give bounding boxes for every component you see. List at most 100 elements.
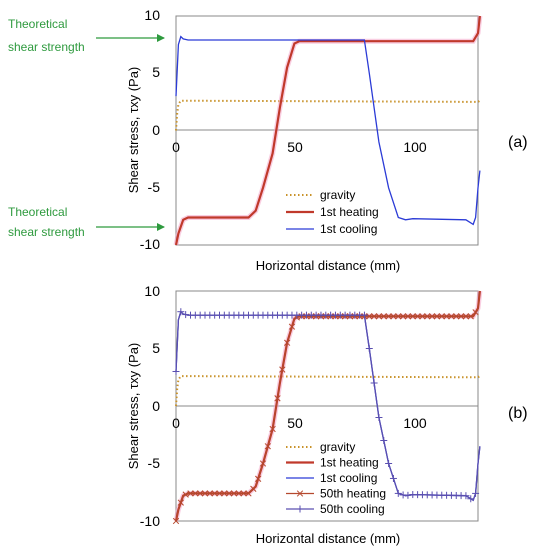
series-50th-heating-marker bbox=[428, 313, 436, 320]
series-50th-heating-marker bbox=[443, 313, 450, 320]
series-50th-heating-marker bbox=[274, 395, 281, 402]
y-tick-label: 0 bbox=[152, 398, 160, 414]
series-50th-heating-marker bbox=[245, 490, 252, 497]
series-50th-heating-marker bbox=[240, 490, 247, 497]
series-50th-heating-marker bbox=[448, 313, 455, 320]
series-50th-heating-marker bbox=[279, 366, 286, 373]
series-50th-heating-marker bbox=[457, 313, 465, 320]
y-tick-label: -5 bbox=[148, 455, 161, 471]
annotation-top: Theoretical shear strength bbox=[8, 17, 165, 54]
series-50th-cooling-marker bbox=[462, 492, 470, 500]
series-50th-heating-marker bbox=[472, 309, 479, 316]
annotation-line: Theoretical bbox=[8, 205, 67, 219]
y-tick-label: 5 bbox=[152, 64, 160, 80]
series-50th-heating-marker bbox=[206, 490, 213, 497]
panel-label: (a) bbox=[508, 134, 528, 151]
series-50th-cooling-marker bbox=[389, 474, 397, 482]
series-50th-cooling-marker bbox=[380, 437, 388, 444]
series-50th-cooling-marker bbox=[172, 368, 180, 375]
panel-a: 10 5 0 -5 -10 0 50 100 Shear stress, τxy… bbox=[8, 7, 528, 273]
series-50th-heating-marker bbox=[419, 313, 426, 320]
series-50th-cooling-marker bbox=[360, 311, 368, 319]
panel-a-y-ticks: 10 5 0 -5 -10 bbox=[140, 7, 160, 252]
series-50th-heating-marker bbox=[172, 517, 180, 525]
series-50th-heating-marker bbox=[211, 490, 218, 497]
series-50th-heating-marker bbox=[438, 313, 445, 320]
series-50th-cooling-marker bbox=[404, 491, 412, 499]
series-50th-cooling-marker bbox=[177, 308, 185, 316]
series-gravity-line bbox=[175, 375, 481, 407]
y-axis-title: Shear stress, τxy (Pa) bbox=[126, 67, 141, 194]
y-tick-label: -10 bbox=[140, 513, 160, 529]
series-50th-cooling-marker bbox=[365, 345, 373, 352]
series-50th-heating-marker bbox=[366, 313, 373, 320]
x-tick-label: 0 bbox=[172, 415, 180, 431]
series-50th-heating-marker bbox=[216, 490, 223, 497]
panel-b-y-ticks: 10 5 0 -5 -10 bbox=[140, 283, 160, 529]
panel-a-x-ticks: 0 50 100 bbox=[172, 139, 427, 155]
series-50th-cooling-marker bbox=[182, 311, 190, 319]
y-axis-title: Shear stress, τxy (Pa) bbox=[126, 343, 141, 470]
series-50th-cooling-marker bbox=[467, 495, 475, 503]
series-50th-heating-marker bbox=[259, 460, 267, 467]
series-50th-cooling-marker bbox=[394, 489, 402, 497]
series-50th-cooling-marker bbox=[385, 460, 393, 467]
series-50th-heating-marker bbox=[187, 490, 194, 497]
x-tick-label: 100 bbox=[403, 415, 427, 431]
series-50th-heating-marker bbox=[197, 490, 204, 497]
y-tick-label: 0 bbox=[152, 122, 160, 138]
series-50th-cooling-marker bbox=[370, 379, 378, 387]
y-tick-label: 10 bbox=[144, 7, 160, 23]
legend-marker-50th-heating bbox=[296, 490, 304, 497]
x-tick-label: 50 bbox=[287, 415, 303, 431]
series-50th-cooling-marker bbox=[472, 489, 480, 497]
legend-label-1st-cooling: 1st cooling bbox=[320, 222, 377, 236]
series-50th-heating-marker bbox=[404, 313, 412, 320]
series-50th-heating-marker bbox=[250, 485, 257, 492]
series-50th-heating-marker bbox=[424, 313, 431, 320]
series-50th-heating-marker bbox=[254, 475, 262, 482]
series-50th-heating-marker bbox=[235, 490, 242, 497]
legend-label-1st-heating: 1st heating bbox=[320, 205, 379, 219]
panel-a-legend: gravity 1st heating 1st cooling bbox=[286, 188, 379, 236]
series-50th-heating-marker bbox=[414, 313, 421, 320]
annotation-line: Theoretical bbox=[8, 17, 67, 31]
legend-label-50th-heating: 50th heating bbox=[320, 487, 386, 501]
panel-b-series bbox=[172, 290, 483, 525]
series-50th-heating-marker bbox=[201, 490, 209, 497]
legend-marker-50th-cooling bbox=[296, 505, 304, 513]
series-1st-heating-line bbox=[174, 15, 481, 246]
series-50th-heating-marker bbox=[192, 490, 199, 497]
x-tick-label: 100 bbox=[403, 139, 427, 155]
series-50th-heating-marker bbox=[370, 313, 378, 320]
x-tick-label: 50 bbox=[287, 139, 303, 155]
series-gravity-line bbox=[175, 99, 481, 131]
series-50th-heating-marker bbox=[264, 443, 271, 450]
series-50th-heating-marker bbox=[225, 490, 233, 497]
series-50th-heating-marker bbox=[399, 313, 407, 320]
series-50th-heating-marker bbox=[283, 339, 291, 346]
legend-label-1st-heating: 1st heating bbox=[320, 456, 379, 470]
annotation-bottom: Theoretical shear strength bbox=[8, 205, 165, 239]
panel-b: 10 5 0 -5 -10 0 50 100 Shear stress, τxy… bbox=[126, 283, 528, 546]
panel-label: (b) bbox=[508, 405, 528, 422]
y-tick-label: 10 bbox=[144, 283, 160, 299]
series-50th-heating-marker bbox=[375, 313, 383, 320]
series-50th-heating-marker bbox=[467, 313, 474, 320]
panel-a-series bbox=[173, 15, 483, 246]
y-tick-label: 5 bbox=[152, 340, 160, 356]
annotation-line: shear strength bbox=[8, 40, 85, 54]
series-50th-heating-marker bbox=[230, 490, 238, 497]
series-50th-heating-marker bbox=[182, 491, 189, 498]
series-50th-cooling-marker bbox=[375, 414, 383, 421]
panel-b-x-ticks: 0 50 100 bbox=[172, 415, 427, 431]
x-tick-label: 0 bbox=[172, 139, 180, 155]
series-50th-heating-marker bbox=[380, 313, 387, 320]
series-1st-cooling-line bbox=[175, 35, 481, 226]
legend-label-gravity: gravity bbox=[320, 440, 355, 454]
x-axis-title: Horizontal distance (mm) bbox=[256, 258, 401, 273]
series-50th-heating-marker bbox=[177, 499, 184, 506]
legend-label-gravity: gravity bbox=[320, 188, 355, 202]
